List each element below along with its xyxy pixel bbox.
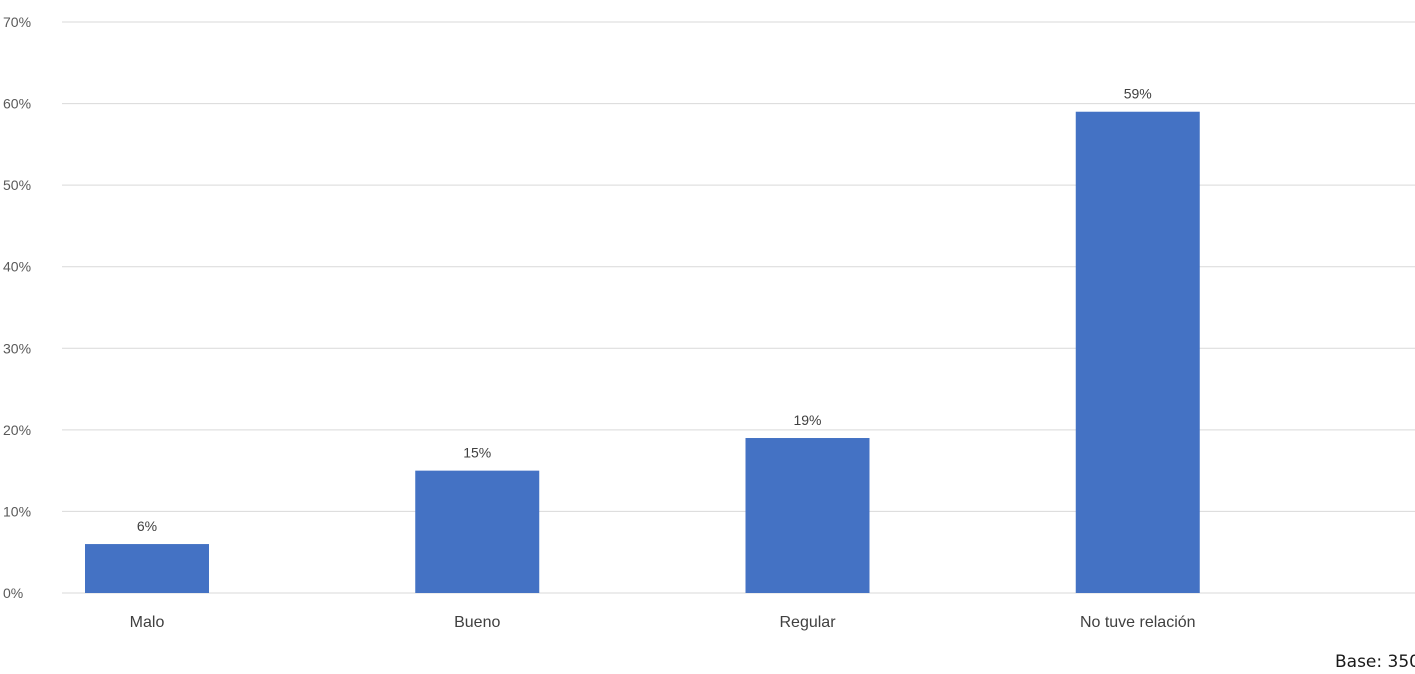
- x-category-label: Regular: [779, 614, 836, 631]
- bar: [745, 438, 870, 593]
- bar-value-label: 6%: [137, 518, 157, 534]
- y-tick-label: 40%: [3, 259, 31, 275]
- y-axis-ticks: 0% 10% 20% 30% 40% 50% 60% 70%: [3, 14, 31, 601]
- base-note: Base: 3500: [1335, 652, 1415, 672]
- y-tick-label: 20%: [3, 422, 31, 438]
- y-tick-label: 10%: [3, 503, 31, 519]
- bar: [1075, 111, 1200, 593]
- x-category-label: Malo: [130, 614, 165, 631]
- bar-value-label: 19%: [793, 412, 821, 428]
- data-labels: 6% 15% 19% 59%: [137, 86, 1152, 534]
- x-category-label: Bueno: [454, 614, 500, 631]
- y-tick-label: 0%: [3, 585, 23, 601]
- y-tick-label: 50%: [3, 177, 31, 193]
- y-tick-label: 30%: [3, 340, 31, 356]
- x-category-label: No tuve relación: [1080, 614, 1196, 631]
- x-axis-categories: Malo Bueno Regular No tuve relación: [130, 614, 1196, 631]
- y-tick-label: 70%: [3, 14, 31, 30]
- bar: [85, 544, 209, 593]
- bar-value-label: 15%: [463, 445, 491, 461]
- y-tick-label: 60%: [3, 96, 31, 112]
- gridlines: [62, 21, 1415, 594]
- bar: [415, 470, 540, 593]
- bars: [85, 111, 1200, 593]
- bar-value-label: 59%: [1124, 86, 1152, 102]
